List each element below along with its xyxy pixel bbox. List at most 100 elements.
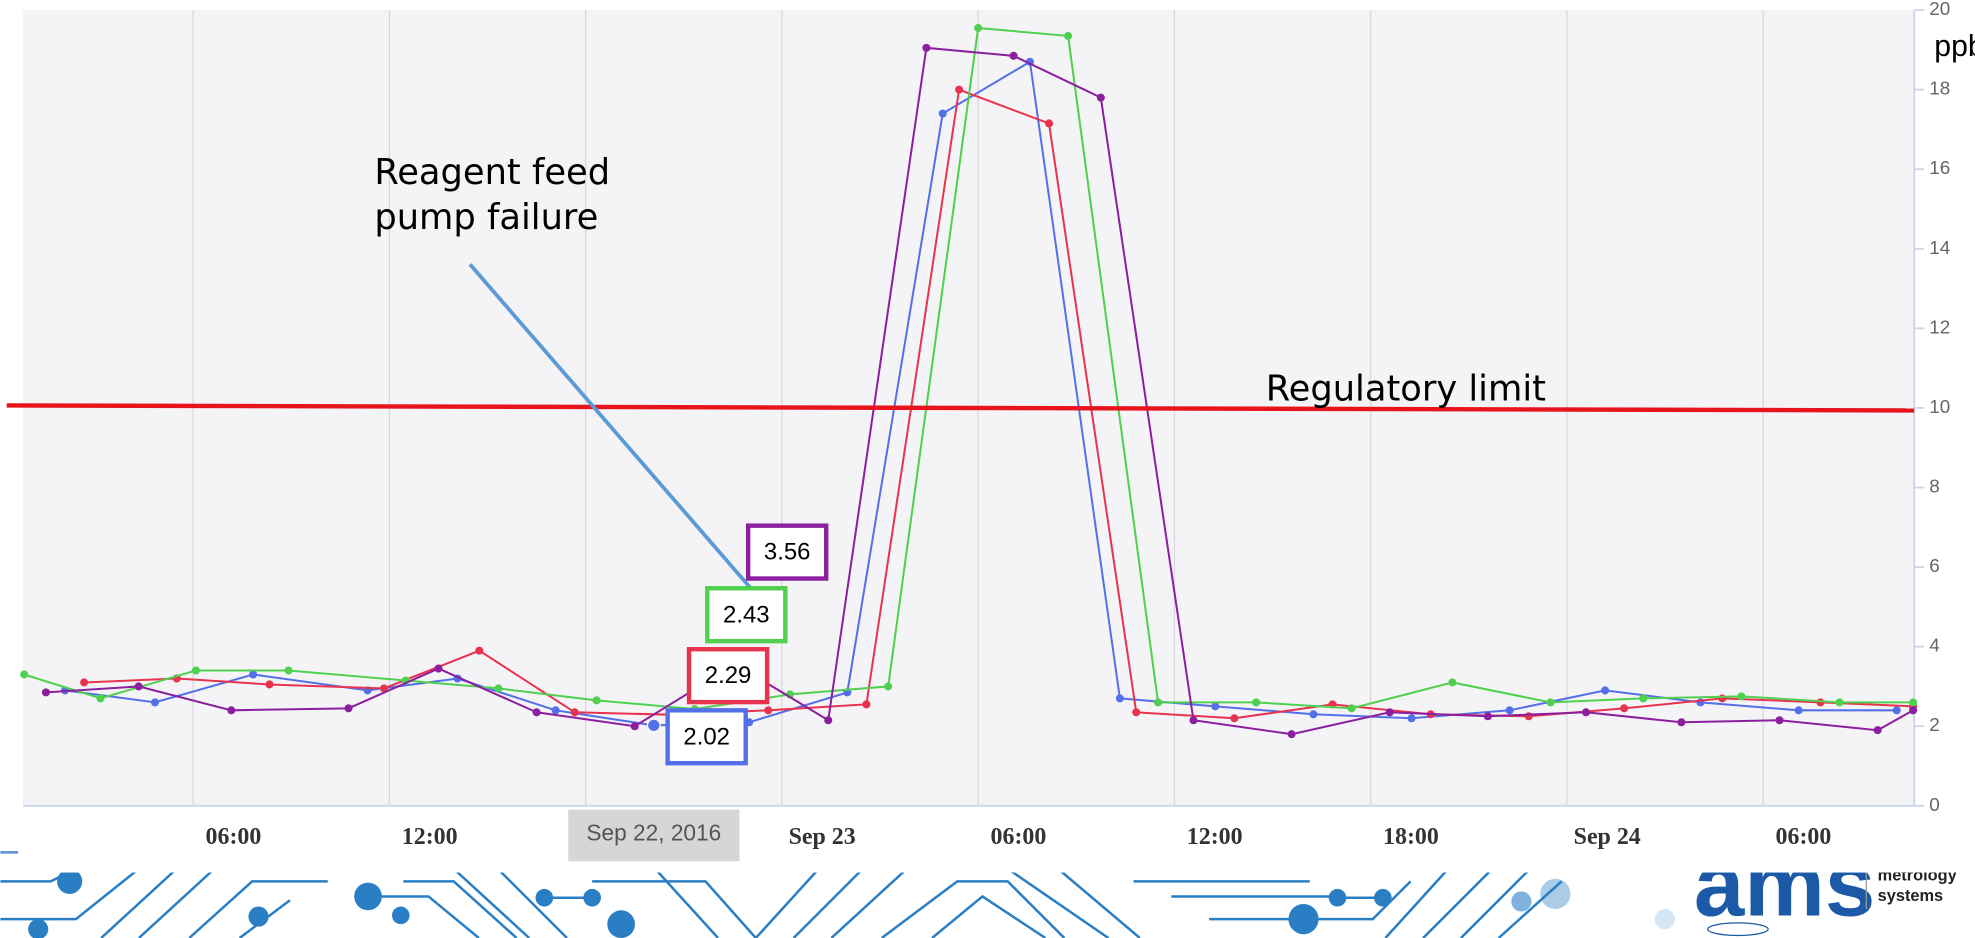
circuit-node — [1374, 889, 1392, 907]
tooltip-value: 3.56 — [764, 539, 811, 566]
circuit-node — [1655, 909, 1675, 929]
circuit-node — [392, 907, 410, 925]
data-point — [1154, 698, 1162, 706]
data-point — [884, 682, 892, 690]
data-point — [227, 706, 235, 714]
circuit-node — [1288, 904, 1318, 934]
data-point — [1893, 706, 1901, 714]
y-tick-label: 10 — [1929, 397, 1950, 418]
data-point — [1348, 704, 1356, 712]
data-point — [494, 684, 502, 692]
data-point — [1116, 694, 1124, 702]
x-tick-label: Sep 23 — [789, 824, 856, 850]
chart: ams metrology systems 06:0012:0018:00Sep… — [0, 0, 1975, 938]
data-point — [1620, 704, 1628, 712]
hover-point — [647, 719, 660, 732]
circuit-node — [1329, 889, 1347, 907]
x-tick-label: Sep 24 — [1574, 824, 1641, 850]
data-point — [593, 696, 601, 704]
tooltip-value: 2.43 — [723, 601, 770, 628]
circuit-trace — [366, 869, 756, 938]
data-point — [1064, 32, 1072, 40]
x-tick-label: 06:00 — [1776, 824, 1832, 850]
data-point — [571, 708, 579, 716]
data-point — [1386, 708, 1394, 716]
data-point — [1909, 698, 1917, 706]
data-point — [151, 698, 159, 706]
y-tick-label: 8 — [1929, 476, 1940, 497]
data-point — [533, 708, 541, 716]
circuit-node — [1540, 879, 1570, 909]
data-point — [764, 706, 772, 714]
data-point — [974, 24, 982, 32]
data-point — [1835, 698, 1843, 706]
data-point — [939, 109, 947, 117]
data-point — [1677, 718, 1685, 726]
circuit-node — [354, 883, 382, 911]
circuit-node — [1511, 891, 1531, 911]
data-point — [1448, 678, 1456, 686]
tooltip-value: 2.02 — [683, 723, 730, 750]
data-point — [1252, 698, 1260, 706]
data-point — [1408, 714, 1416, 722]
data-point — [265, 680, 273, 688]
y-tick-label: 14 — [1929, 238, 1950, 259]
circuit-node — [248, 907, 268, 927]
y-tick-label: 18 — [1929, 79, 1950, 100]
tooltip-value: 2.29 — [705, 662, 752, 689]
y-tick-label: 12 — [1929, 317, 1950, 338]
data-point — [552, 706, 560, 714]
x-tick-label: 12:00 — [402, 824, 458, 850]
data-point — [1639, 694, 1647, 702]
data-point — [249, 670, 257, 678]
data-point — [1795, 706, 1803, 714]
data-point — [1909, 706, 1917, 714]
data-point — [1288, 730, 1296, 738]
data-point — [1097, 94, 1105, 102]
data-point — [862, 700, 870, 708]
data-point — [80, 678, 88, 686]
data-point — [135, 682, 143, 690]
page: {"chart_data": { "type": "line", "y_labe… — [0, 0, 1975, 938]
data-point — [192, 666, 200, 674]
x-tick-label: 12:00 — [1187, 824, 1243, 850]
data-point — [344, 704, 352, 712]
data-point — [1506, 706, 1514, 714]
data-point — [922, 44, 930, 52]
y-tick-label: 2 — [1929, 715, 1940, 736]
crosshair-label: Sep 22, 2016 — [586, 820, 721, 846]
data-point — [434, 665, 442, 673]
circuit-node — [28, 919, 48, 938]
circuit-node — [535, 889, 553, 907]
y-tick-label: 6 — [1929, 556, 1940, 577]
circuit-node — [583, 889, 601, 907]
x-tick-label: 18:00 — [1383, 824, 1439, 850]
data-point — [42, 688, 50, 696]
circuit-trace — [0, 869, 327, 938]
data-point — [20, 670, 28, 678]
data-point — [285, 666, 293, 674]
data-point — [1309, 710, 1317, 718]
annotation: pump failure — [374, 197, 598, 238]
y-tick-label: 0 — [1929, 795, 1940, 816]
y-tick-label: 16 — [1929, 158, 1950, 179]
y-axis-title: ppb — [1934, 30, 1975, 63]
data-point — [1874, 726, 1882, 734]
data-point — [1601, 686, 1609, 694]
data-point — [96, 694, 104, 702]
data-point — [1010, 52, 1018, 60]
data-point — [1189, 716, 1197, 724]
data-point — [824, 716, 832, 724]
data-point — [955, 86, 963, 94]
y-tick-label: 4 — [1929, 636, 1940, 657]
data-point — [1718, 694, 1726, 702]
data-point — [1775, 716, 1783, 724]
data-point — [1211, 702, 1219, 710]
data-point — [1132, 708, 1140, 716]
logo-tagline: systems — [1878, 887, 1944, 905]
circuit-trace — [756, 869, 1140, 938]
data-point — [1525, 712, 1533, 720]
data-point — [1045, 119, 1053, 127]
x-tick-label: 06:00 — [991, 824, 1047, 850]
x-tick-label: 06:00 — [206, 824, 262, 850]
